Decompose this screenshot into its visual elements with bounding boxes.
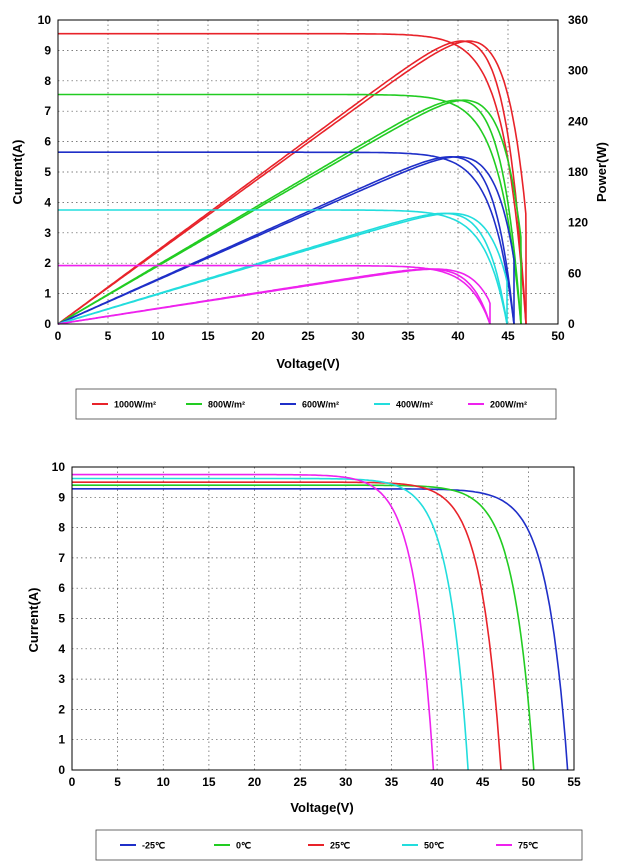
x-tick-label: 40 xyxy=(451,329,465,343)
y-tick-label: 0 xyxy=(44,317,51,331)
x-tick-label: 35 xyxy=(401,329,415,343)
y-tick-label: 4 xyxy=(58,642,65,656)
x-tick-label: 45 xyxy=(476,775,490,789)
chart1-y2-axis-label: Power(W) xyxy=(594,142,609,202)
iv-curve-series-2 xyxy=(58,151,515,325)
y-tick-label: 9 xyxy=(58,490,65,504)
y-tick-label: 5 xyxy=(58,612,65,626)
y-tick-label: 1 xyxy=(44,287,51,301)
y2-tick-label: 300 xyxy=(568,64,588,78)
y-tick-label: 3 xyxy=(44,226,51,240)
y2-tick-label: 120 xyxy=(568,216,588,230)
legend-label: 800W/m² xyxy=(208,400,245,410)
x-tick-label: 35 xyxy=(385,775,399,789)
x-tick-label: 50 xyxy=(522,775,536,789)
y-tick-label: 6 xyxy=(44,135,51,149)
chart2-grid xyxy=(72,467,574,770)
x-tick-label: 5 xyxy=(105,329,112,343)
iv-curve-series-3 xyxy=(72,477,469,771)
y-tick-label: 9 xyxy=(44,43,51,57)
iv-curve-series-3 xyxy=(58,209,508,325)
x-tick-label: 20 xyxy=(248,775,262,789)
x-tick-label: 55 xyxy=(567,775,581,789)
chart1-grid xyxy=(58,20,558,324)
pv-curve-companion-4 xyxy=(57,268,491,325)
iv-curve-series-0 xyxy=(72,488,569,771)
y2-tick-label: 60 xyxy=(568,266,582,280)
iv-curve-series-1 xyxy=(72,484,535,771)
chart1-curves xyxy=(57,32,527,325)
chart2-plot-frame xyxy=(71,466,575,771)
legend-label: 200W/m² xyxy=(490,400,527,410)
iv-curve-series-2 xyxy=(72,481,502,771)
y-tick-label: 5 xyxy=(44,165,51,179)
legend-label: 0℃ xyxy=(236,841,251,851)
pv-curve-series-0 xyxy=(57,40,527,325)
x-tick-label: 40 xyxy=(430,775,444,789)
iv-curve-series-1 xyxy=(58,93,522,325)
x-tick-label: 15 xyxy=(201,329,215,343)
x-tick-label: 0 xyxy=(55,329,62,343)
y-tick-label: 8 xyxy=(44,74,51,88)
y-tick-label: 10 xyxy=(52,460,66,474)
legend-label: 50℃ xyxy=(424,841,444,851)
iv-curve-series-0 xyxy=(58,32,527,325)
y-tick-label: 0 xyxy=(58,763,65,777)
y2-tick-label: 0 xyxy=(568,317,575,331)
pv-curve-companion-3 xyxy=(57,212,508,325)
y-tick-label: 1 xyxy=(58,733,65,747)
x-tick-label: 30 xyxy=(351,329,365,343)
y-tick-label: 7 xyxy=(58,551,65,565)
chart1-plot-frame xyxy=(57,19,559,325)
x-tick-label: 25 xyxy=(301,329,315,343)
y-tick-label: 10 xyxy=(38,13,52,27)
pv-curve-companion-1 xyxy=(57,99,522,325)
y-tick-label: 8 xyxy=(58,521,65,535)
x-tick-label: 10 xyxy=(157,775,171,789)
chart2-y-axis-label: Current(A) xyxy=(26,588,41,653)
x-tick-label: 50 xyxy=(551,329,565,343)
legend-label: 1000W/m² xyxy=(114,400,156,410)
x-tick-label: 30 xyxy=(339,775,353,789)
x-tick-label: 5 xyxy=(114,775,121,789)
pv-curve-series-2 xyxy=(57,156,515,325)
legend-label: 600W/m² xyxy=(302,400,339,410)
x-tick-label: 25 xyxy=(294,775,308,789)
y2-tick-label: 240 xyxy=(568,114,588,128)
iv-curve-series-4 xyxy=(72,473,435,771)
pv-curve-companion-2 xyxy=(57,156,515,325)
legend-label: 400W/m² xyxy=(396,400,433,410)
x-tick-label: 0 xyxy=(69,775,76,789)
pv-curve-companion-0 xyxy=(57,40,527,325)
y-tick-label: 6 xyxy=(58,581,65,595)
chart1-x-axis-label: Voltage(V) xyxy=(276,356,339,371)
pv-curve-series-1 xyxy=(57,99,522,325)
y2-tick-label: 180 xyxy=(568,165,588,179)
chart2-curves xyxy=(72,473,569,771)
y-tick-label: 2 xyxy=(44,256,51,270)
y2-tick-label: 360 xyxy=(568,13,588,27)
x-tick-label: 45 xyxy=(501,329,515,343)
x-tick-label: 15 xyxy=(202,775,216,789)
y-tick-label: 7 xyxy=(44,104,51,118)
chart1-y-axis-label: Current(A) xyxy=(10,140,25,205)
y-tick-label: 3 xyxy=(58,672,65,686)
y-tick-label: 4 xyxy=(44,195,51,209)
y-tick-label: 2 xyxy=(58,702,65,716)
legend-label: 25℃ xyxy=(330,841,350,851)
chart2-x-axis-label: Voltage(V) xyxy=(290,800,353,815)
x-tick-label: 10 xyxy=(151,329,165,343)
x-tick-label: 20 xyxy=(251,329,265,343)
legend-label: -25℃ xyxy=(142,841,165,851)
legend-label: 75℃ xyxy=(518,841,538,851)
iv-curve-series-4 xyxy=(58,264,491,325)
